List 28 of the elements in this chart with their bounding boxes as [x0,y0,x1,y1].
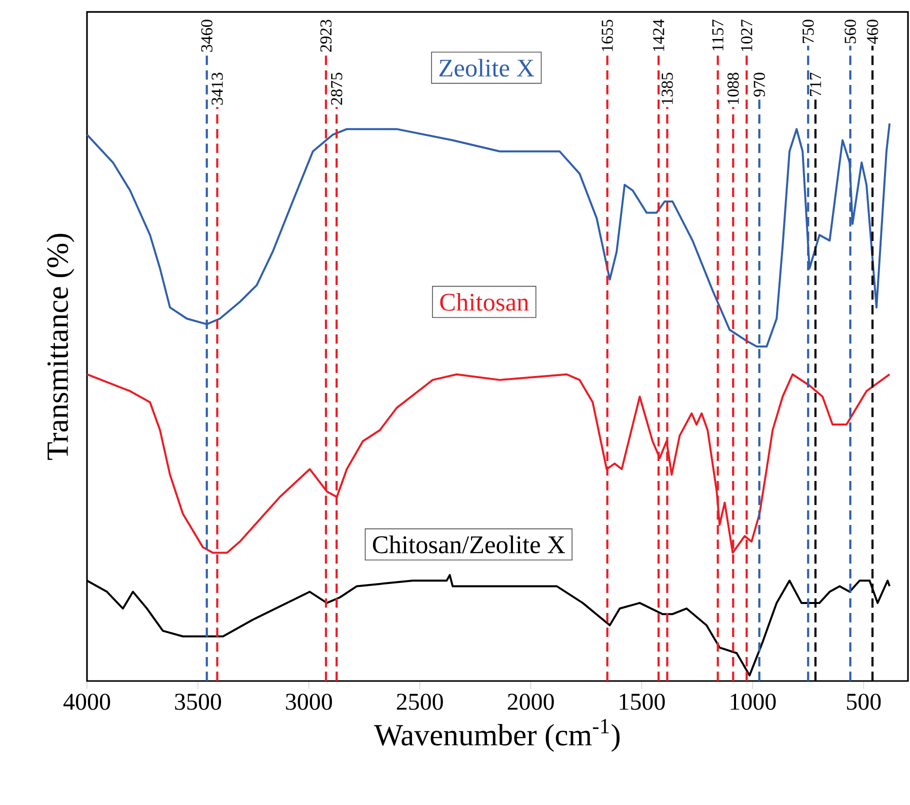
ref-line-label: 560 [844,20,856,44]
ref-line-label: 1655 [602,20,613,52]
text: Zeolite X [439,58,534,77]
x-tick-label: 3500 [175,694,222,710]
ref-line-label: 1027 [741,20,752,52]
ref-line-label: 2923 [320,20,332,52]
ref-line-label: 2875 [331,72,342,105]
ref-line-label: 717 [810,72,821,96]
x-tick-label: 1000 [730,694,776,710]
ref-line-label: 460 [866,20,878,44]
x-tick-label: 2000 [508,694,554,710]
series-label: Chitosan/Zeolite X [372,536,565,554]
ref-line-label: 3460 [201,20,212,52]
x-axis-title: Wavenumber (cm$^{-1}$) [374,719,620,752]
ref-line-label: 3413 [212,72,223,105]
x-tick-label: 3000 [286,694,332,710]
x-tick-label: 1500 [620,694,665,710]
ref-line-label: 1424 [653,19,664,52]
ref-line-label: 1088 [728,72,739,104]
ref-line-label: 1157 [712,20,724,50]
ref-line-label: 750 [802,20,814,44]
ref-line-label: 1385 [662,72,673,104]
y-axis-title: Transmittance (%) [46,234,74,460]
x-tick-label: 2500 [396,694,443,710]
ref-line-label: 970 [754,72,765,97]
text: Chitosan [440,292,529,311]
x-tick-label: 4000 [63,694,110,710]
x-tick-label: 500 [847,694,881,710]
